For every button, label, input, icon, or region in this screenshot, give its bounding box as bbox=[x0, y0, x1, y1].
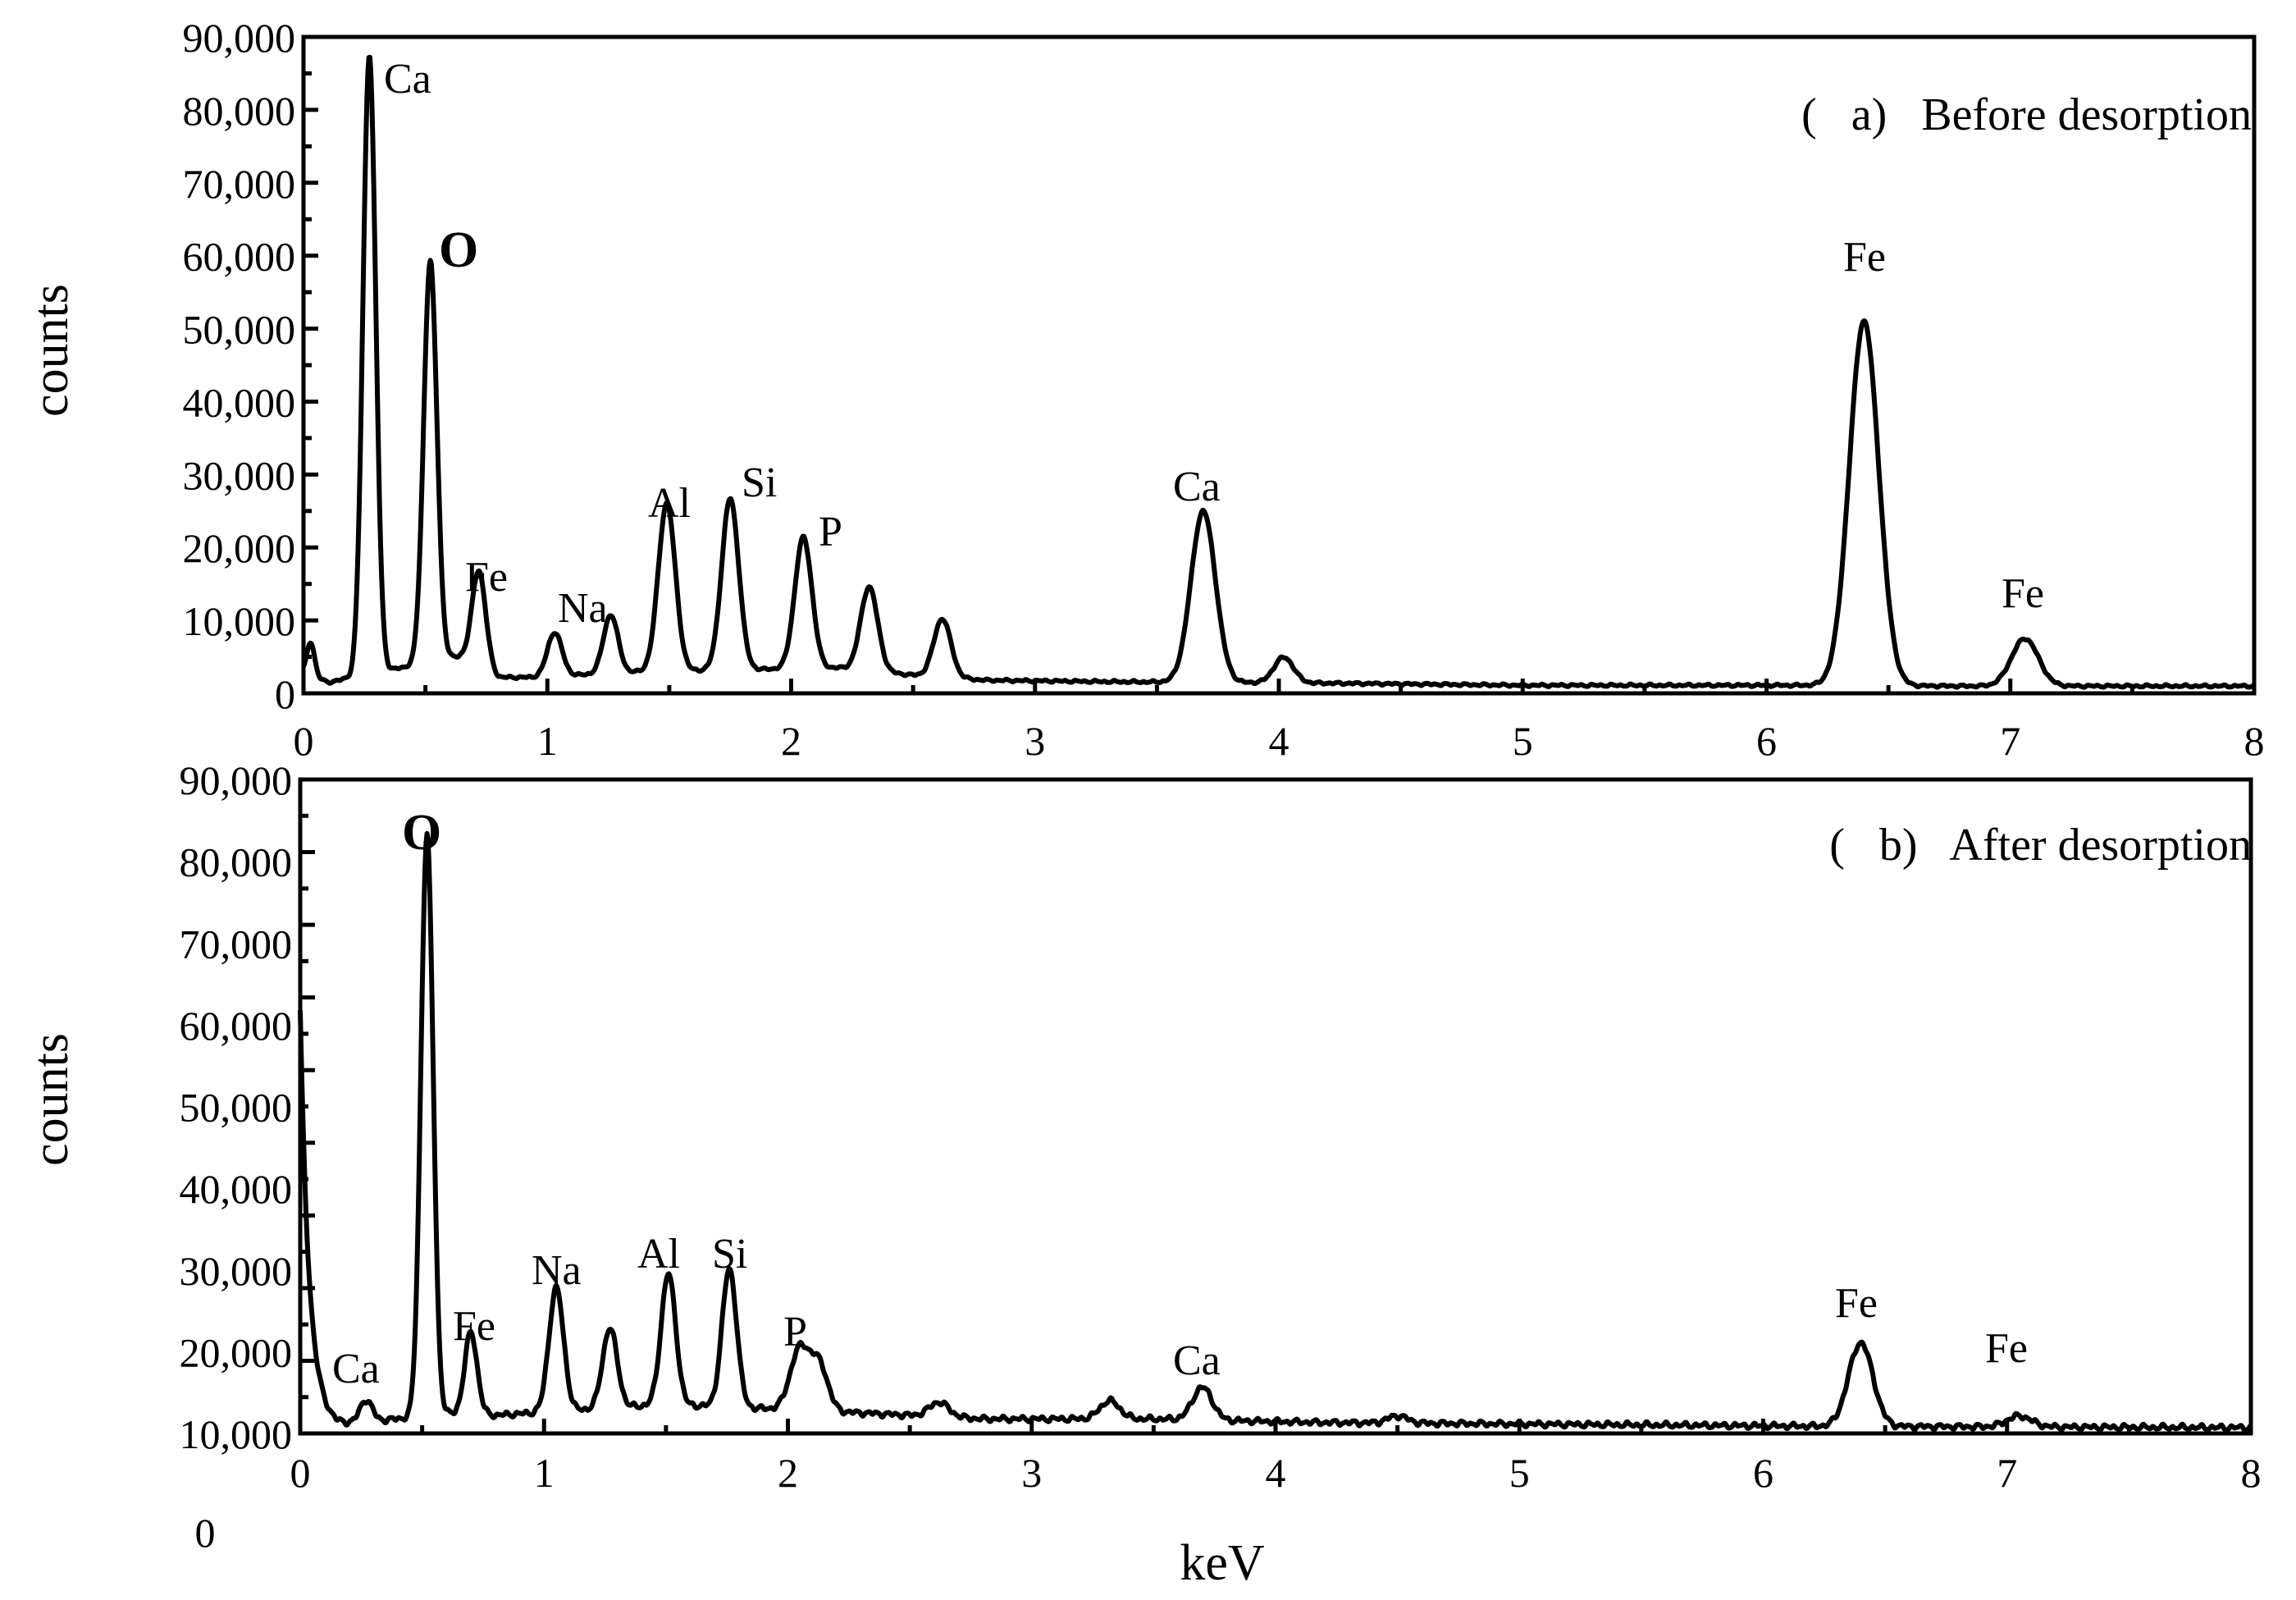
panel-b-peak-label-fe-2: Fe bbox=[1835, 1280, 1878, 1327]
panel-b-y-tick-labels: 10,000 20,000 30,000 40,000 50,000 60,000 70,0… bbox=[180, 757, 293, 1457]
x-tick-label: 2 bbox=[781, 718, 801, 764]
panel-a-peak-label-al: Al bbox=[648, 480, 691, 527]
x-tick-label: 0 bbox=[294, 718, 314, 764]
x-tick-label: 3 bbox=[1025, 718, 1045, 764]
x-tick-label: 7 bbox=[2000, 718, 2020, 764]
x-tick-label: 7 bbox=[1997, 1450, 2017, 1496]
panel-a-peak-label-fe-2: Fe bbox=[1843, 234, 1886, 281]
y-tick-label: 10,000 bbox=[183, 598, 296, 644]
panel-a-plot-frame bbox=[301, 34, 2257, 696]
x-tick-label: 8 bbox=[2241, 1450, 2262, 1496]
x-tick-label: 6 bbox=[1753, 1450, 1773, 1496]
y-tick-label: 50,000 bbox=[180, 1085, 293, 1131]
y-tick-label: 40,000 bbox=[183, 379, 296, 425]
y-tick-label: 30,000 bbox=[183, 452, 296, 498]
y-tick-label: 80,000 bbox=[183, 88, 296, 134]
panel-b-peak-label-o: O bbox=[402, 805, 441, 861]
x-tick-label: 1 bbox=[537, 718, 558, 764]
panel-b: 10,000 20,000 30,000 40,000 50,000 60,000 70,0… bbox=[23, 757, 2262, 1556]
x-tick-label: 0 bbox=[290, 1450, 311, 1496]
y-tick-label: 90,000 bbox=[183, 15, 296, 61]
panel-a-peak-label-ca-1: Ca bbox=[384, 56, 431, 103]
y-tick-label: 40,000 bbox=[180, 1166, 293, 1212]
y-tick-label: 50,000 bbox=[183, 307, 296, 353]
panel-b-peak-label-al: Al bbox=[637, 1231, 680, 1278]
panel-a-peak-label-ca-2: Ca bbox=[1173, 464, 1221, 510]
y-tick-label: 60,000 bbox=[183, 234, 296, 280]
x-tick-label: 8 bbox=[2244, 718, 2265, 764]
panel-b-peak-label-fe-3: Fe bbox=[1985, 1325, 2028, 1372]
panel-a-peak-label-fe-1: Fe bbox=[465, 554, 508, 601]
x-tick-label: 4 bbox=[1269, 718, 1290, 764]
x-tick-label: 4 bbox=[1266, 1450, 1286, 1496]
x-tick-label: 3 bbox=[1021, 1450, 1042, 1496]
y-tick-label: 70,000 bbox=[183, 161, 296, 207]
panel-a-y-axis-label: counts bbox=[23, 284, 79, 417]
panel-b-spectrum-line bbox=[298, 830, 2253, 1433]
panel-a: 0 10,000 20,000 30,000 40,000 50,000 60,000 70,… bbox=[23, 15, 2265, 764]
panel-a-title: ( a) Before desorption bbox=[1801, 89, 2252, 140]
y-tick-label: 20,000 bbox=[183, 525, 296, 571]
panel-b-plot-frame bbox=[298, 777, 2253, 1436]
x-tick-label: 6 bbox=[1756, 718, 1777, 764]
panel-a-peak-label-o: O bbox=[439, 222, 478, 278]
panel-b-peak-label-si: Si bbox=[712, 1231, 747, 1278]
panel-a-peak-label-na: Na bbox=[558, 585, 608, 632]
panel-a-y-tick-labels: 0 10,000 20,000 30,000 40,000 50,000 60,000 70,… bbox=[183, 15, 296, 717]
y-tick-label: 10,000 bbox=[180, 1411, 293, 1457]
panel-b-axis-ticks bbox=[298, 777, 2253, 1436]
panel-a-peak-label-si: Si bbox=[742, 459, 777, 506]
y-tick-label: 60,000 bbox=[180, 1003, 293, 1049]
y-tick-label: 30,000 bbox=[180, 1248, 293, 1294]
panel-a-peak-label-fe-3: Fe bbox=[2002, 570, 2044, 617]
y-tick-label: 0 bbox=[275, 671, 295, 717]
panel-a-x-tick-labels: 0 1 2 3 4 5 6 7 8 bbox=[294, 718, 2265, 764]
y-tick-label: 80,000 bbox=[180, 839, 293, 885]
panel-a-peak-label-p: P bbox=[819, 509, 842, 555]
panel-b-peak-label-ca-1: Ca bbox=[332, 1346, 380, 1392]
y-tick-label: 70,000 bbox=[180, 921, 293, 967]
panel-b-extra-zero-label: 0 bbox=[195, 1510, 216, 1556]
y-tick-label: 20,000 bbox=[180, 1329, 293, 1375]
x-axis-label: keV bbox=[1180, 1535, 1265, 1591]
x-tick-label: 5 bbox=[1513, 718, 1533, 764]
panel-b-x-tick-labels: 0 1 2 3 4 5 6 7 8 bbox=[290, 1450, 2262, 1496]
panel-b-peak-label-fe-1: Fe bbox=[453, 1303, 495, 1350]
panel-b-peak-label-ca-2: Ca bbox=[1173, 1337, 1221, 1384]
panel-b-peak-label-na: Na bbox=[532, 1247, 582, 1294]
y-tick-label: 90,000 bbox=[180, 757, 293, 803]
panel-a-spectrum-line bbox=[301, 54, 2256, 690]
panel-b-y-axis-label: counts bbox=[23, 1033, 79, 1166]
x-tick-label: 5 bbox=[1509, 1450, 1530, 1496]
x-tick-label: 1 bbox=[534, 1450, 555, 1496]
panel-b-peak-label-p: P bbox=[783, 1309, 807, 1355]
x-tick-label: 2 bbox=[778, 1450, 798, 1496]
panel-b-title: ( b) After desorption bbox=[1829, 820, 2252, 871]
